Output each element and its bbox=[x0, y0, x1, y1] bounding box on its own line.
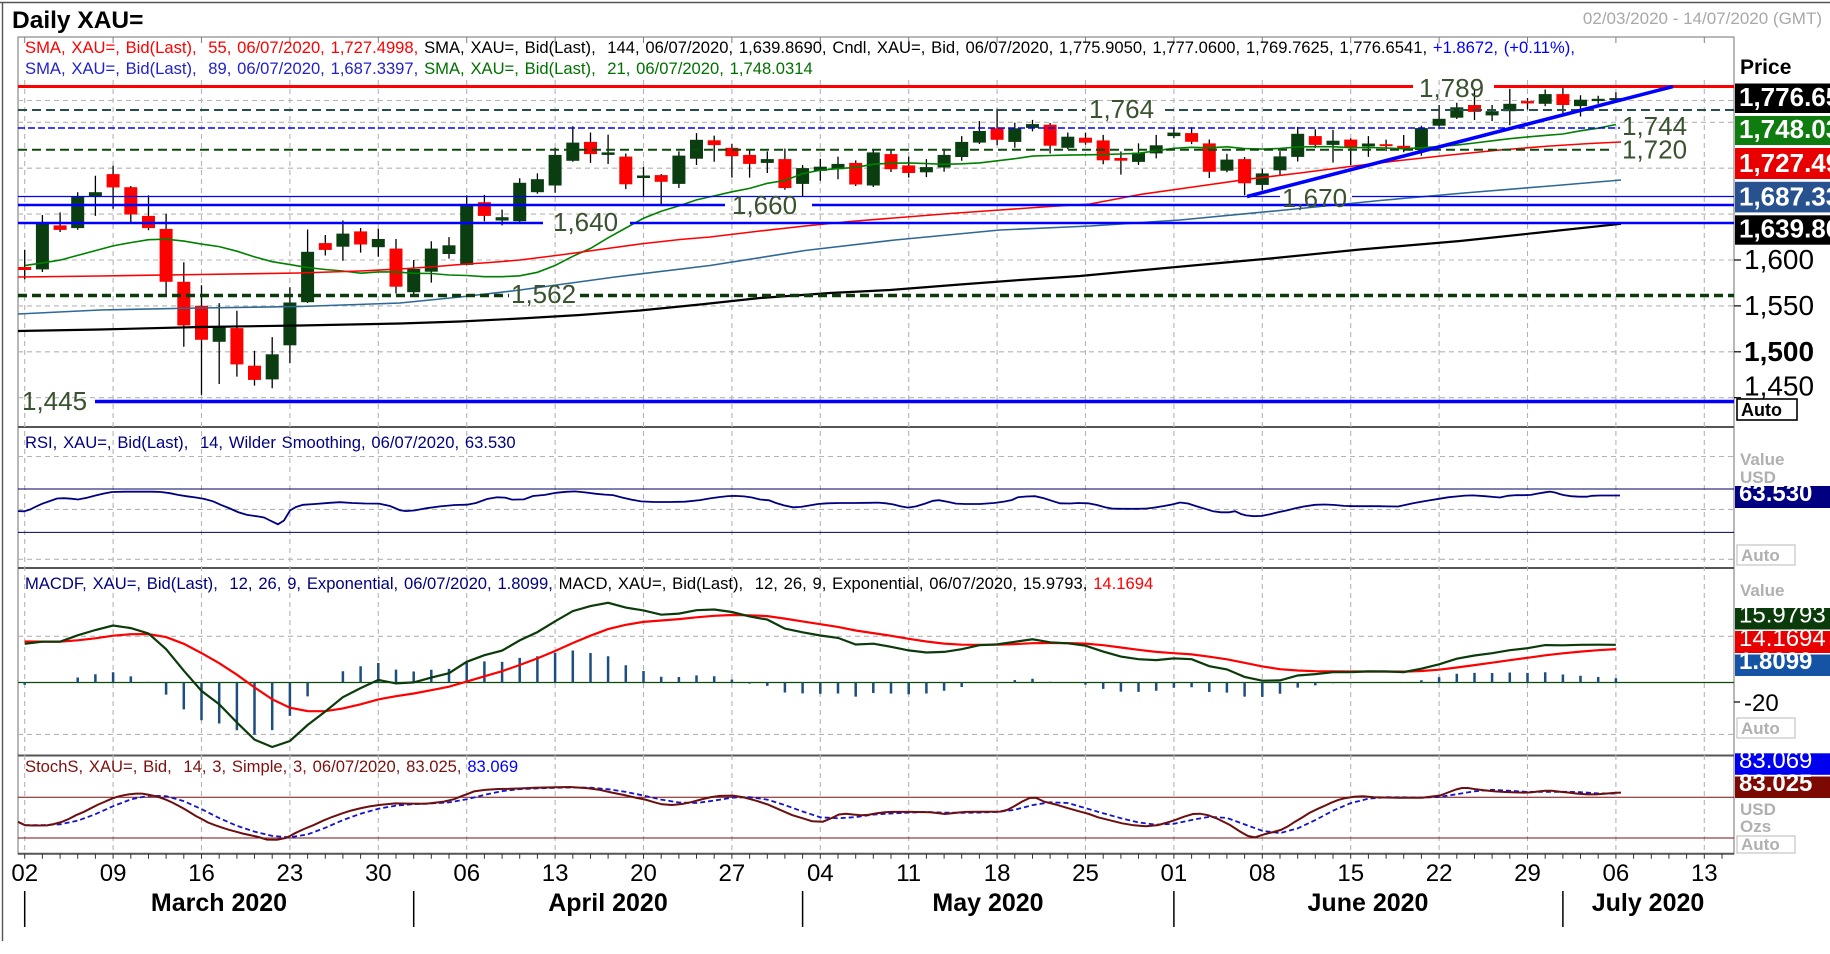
svg-text:1,727.49: 1,727.49 bbox=[1739, 148, 1830, 178]
svg-text:USD: USD bbox=[1740, 468, 1776, 487]
svg-text:13: 13 bbox=[542, 860, 569, 887]
svg-text:08: 08 bbox=[1249, 860, 1276, 887]
svg-text:83.025: 83.025 bbox=[1739, 770, 1812, 797]
svg-text:MACDF, XAU=, Bid(Last), 12, 2: MACDF, XAU=, Bid(Last), 12, 26, 9, Expon… bbox=[25, 574, 1153, 593]
svg-text:04: 04 bbox=[807, 860, 834, 887]
svg-text:1,720: 1,720 bbox=[1622, 135, 1687, 165]
svg-text:June 2020: June 2020 bbox=[1308, 889, 1429, 917]
svg-text:02: 02 bbox=[11, 860, 38, 887]
svg-text:09: 09 bbox=[100, 860, 127, 887]
svg-text:13: 13 bbox=[1691, 860, 1718, 887]
svg-text:Auto: Auto bbox=[1741, 835, 1780, 854]
svg-text:83.069: 83.069 bbox=[1739, 747, 1812, 774]
svg-text:1,500: 1,500 bbox=[1744, 336, 1814, 367]
svg-text:1,744: 1,744 bbox=[1622, 111, 1687, 141]
svg-text:March 2020: March 2020 bbox=[151, 889, 287, 917]
svg-text:20: 20 bbox=[630, 860, 657, 887]
svg-text:SMA, XAU=, Bid(Last), 89, 06/: SMA, XAU=, Bid(Last), 89, 06/07/2020, 1,… bbox=[25, 59, 813, 78]
svg-text:RSI, XAU=, Bid(Last), 14, Wil: RSI, XAU=, Bid(Last), 14, Wilder Smoothi… bbox=[25, 433, 516, 452]
svg-text:Value: Value bbox=[1740, 581, 1784, 600]
svg-text:Value: Value bbox=[1740, 450, 1784, 469]
svg-text:1,639.86: 1,639.86 bbox=[1739, 214, 1830, 244]
svg-text:May 2020: May 2020 bbox=[932, 889, 1043, 917]
svg-text:1,600: 1,600 bbox=[1744, 244, 1814, 275]
svg-text:Price: Price bbox=[1740, 56, 1791, 79]
svg-text:Daily XAU=: Daily XAU= bbox=[12, 7, 143, 34]
svg-text:15: 15 bbox=[1337, 860, 1364, 887]
svg-text:22: 22 bbox=[1426, 860, 1453, 887]
svg-text:1,776.65: 1,776.65 bbox=[1739, 82, 1830, 112]
svg-text:Auto: Auto bbox=[1741, 719, 1780, 738]
svg-text:15.9793: 15.9793 bbox=[1739, 602, 1826, 629]
svg-text:1,748.03: 1,748.03 bbox=[1739, 114, 1830, 144]
svg-text:1,687.33: 1,687.33 bbox=[1739, 181, 1830, 211]
svg-text:02/03/2020 - 14/07/2020 (GMT): 02/03/2020 - 14/07/2020 (GMT) bbox=[1583, 9, 1822, 28]
svg-text:18: 18 bbox=[984, 860, 1011, 887]
svg-text:StochS, XAU=, Bid, 14, 3, Sim: StochS, XAU=, Bid, 14, 3, Simple, 3, 06/… bbox=[25, 757, 518, 776]
svg-text:27: 27 bbox=[719, 860, 746, 887]
svg-text:USD: USD bbox=[1740, 800, 1776, 819]
svg-text:29: 29 bbox=[1514, 860, 1541, 887]
svg-text:1,445: 1,445 bbox=[22, 386, 87, 416]
svg-text:SMA, XAU=, Bid(Last), 55, 06/: SMA, XAU=, Bid(Last), 55, 06/07/2020, 1,… bbox=[25, 38, 1575, 57]
svg-text:1,562: 1,562 bbox=[511, 279, 576, 309]
svg-text:1,764: 1,764 bbox=[1089, 94, 1154, 124]
svg-text:1,670: 1,670 bbox=[1282, 183, 1347, 213]
svg-text:Auto: Auto bbox=[1741, 546, 1780, 565]
svg-text:06: 06 bbox=[453, 860, 480, 887]
svg-text:April 2020: April 2020 bbox=[548, 889, 668, 917]
svg-text:06: 06 bbox=[1603, 860, 1630, 887]
svg-text:14.1694: 14.1694 bbox=[1739, 625, 1826, 652]
svg-text:30: 30 bbox=[365, 860, 392, 887]
svg-text:1,660: 1,660 bbox=[732, 190, 797, 220]
svg-text:23: 23 bbox=[277, 860, 304, 887]
svg-text:1,450: 1,450 bbox=[1744, 371, 1814, 402]
svg-text:July 2020: July 2020 bbox=[1592, 889, 1705, 917]
svg-text:1,550: 1,550 bbox=[1744, 290, 1814, 321]
svg-text:11: 11 bbox=[896, 860, 921, 887]
svg-text:-20: -20 bbox=[1744, 690, 1779, 717]
svg-text:Ozs: Ozs bbox=[1740, 817, 1771, 836]
svg-text:Auto: Auto bbox=[1741, 400, 1782, 420]
svg-text:16: 16 bbox=[188, 860, 215, 887]
svg-text:01: 01 bbox=[1161, 860, 1188, 887]
svg-text:63.530: 63.530 bbox=[1739, 480, 1812, 507]
svg-text:25: 25 bbox=[1072, 860, 1099, 887]
svg-text:1,789: 1,789 bbox=[1419, 73, 1484, 103]
svg-text:1.8099: 1.8099 bbox=[1739, 648, 1812, 675]
svg-text:1,640: 1,640 bbox=[553, 207, 618, 237]
